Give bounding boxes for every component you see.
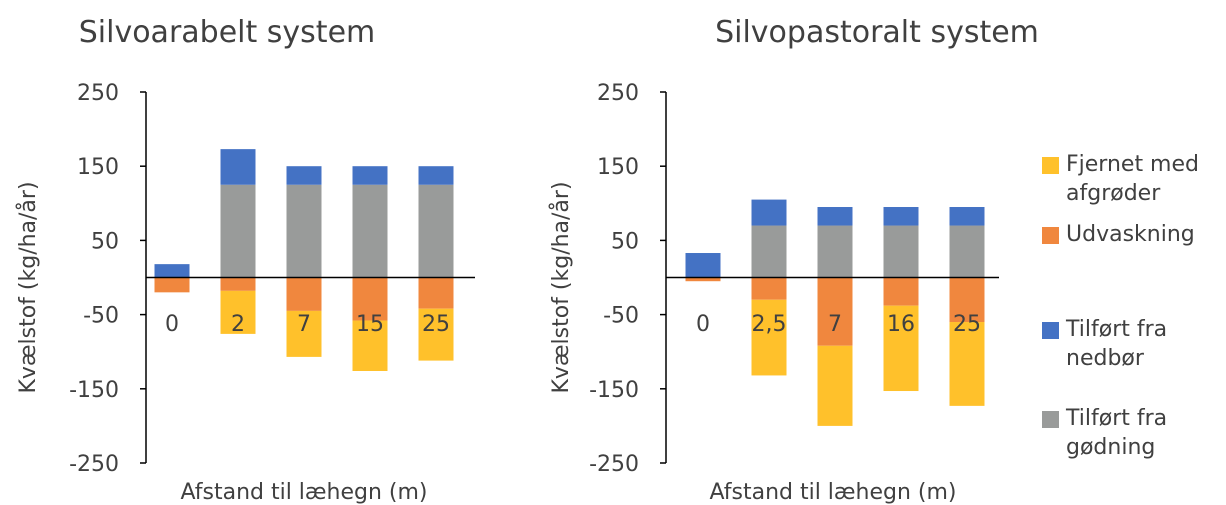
bar-nedbor (418, 166, 454, 185)
bar-udvaskning (286, 277, 322, 311)
x-tick-label: 15 (356, 312, 384, 337)
bar-fjernet (883, 305, 919, 392)
bar-fjernet (817, 345, 853, 426)
bar-godning (286, 184, 322, 278)
x-axis-label: Afstand til læhegn (m) (709, 480, 956, 505)
x-tick-label: 7 (828, 312, 842, 337)
x-tick-label: 2,5 (752, 312, 787, 337)
legend-label-line: Tilført fra (1066, 406, 1168, 431)
y-tick-label: 250 (77, 81, 119, 106)
y-axis-label: Kvælstof (kg/ha/år) (548, 181, 574, 393)
x-tick-label: 0 (696, 312, 710, 337)
x-tick-label: 7 (297, 312, 311, 337)
bar-fjernet (220, 290, 256, 334)
bar-godning (817, 225, 853, 278)
legend-label-line: Udvaskning (1066, 222, 1195, 247)
bar-godning (220, 184, 256, 278)
bar-godning (949, 225, 985, 278)
bar-godning (352, 184, 388, 278)
bar-udvaskning (220, 277, 256, 291)
legend-label-line: Tilført fra (1066, 317, 1168, 342)
legend-label-line: gødning (1066, 435, 1156, 460)
bar-nedbor (817, 207, 853, 226)
y-tick-label: -50 (603, 304, 639, 329)
y-tick-label: 150 (77, 155, 119, 180)
y-tick-label: 50 (611, 229, 639, 254)
y-tick-label: 50 (91, 229, 119, 254)
bar-fjernet (751, 299, 787, 376)
y-tick-label: 150 (597, 155, 639, 180)
y-tick-label: -150 (589, 378, 639, 403)
legend-label: Fjernet med afgrøder (1066, 150, 1216, 208)
legend-label: Tilført fra gødning (1066, 404, 1216, 462)
legend-label: Udvaskning (1066, 220, 1216, 249)
bar-nedbor (949, 207, 985, 226)
bar-udvaskning (352, 277, 388, 321)
x-tick-label: 16 (887, 312, 915, 337)
bar-nedbor (286, 166, 322, 185)
y-tick-label: -50 (83, 304, 119, 329)
bar-udvaskning (817, 277, 853, 346)
bar-fjernet (286, 310, 322, 357)
x-tick-label: 0 (165, 312, 179, 337)
y-tick-label: -150 (69, 378, 119, 403)
bar-udvaskning (751, 277, 787, 300)
y-tick-label: 250 (597, 81, 639, 106)
bar-godning (418, 184, 454, 278)
bar-udvaskning (418, 277, 454, 309)
bar-nedbor (154, 264, 190, 278)
legend-label-line: nedbør (1066, 346, 1144, 371)
bar-nedbor (751, 199, 787, 226)
bar-nedbor (883, 207, 919, 226)
chart-title: Silvoarabelt system (79, 15, 376, 50)
silvoarabelt-chart: Silvoarabelt system25015050-50-150-250Kv… (15, 15, 475, 505)
bar-fjernet (949, 322, 985, 406)
bar-udvaskning (685, 277, 721, 282)
x-tick-label: 2 (231, 312, 245, 337)
x-axis-label: Afstand til læhegn (m) (180, 480, 427, 505)
bar-fjernet (352, 320, 388, 371)
legend-swatch-icon (1042, 227, 1059, 244)
legend-label-line: Fjernet med (1066, 152, 1199, 177)
bar-udvaskning (154, 277, 190, 293)
bar-nedbor (352, 166, 388, 185)
bar-fjernet (418, 308, 454, 361)
chart-title: Silvopastoralt system (715, 15, 1039, 50)
legend-swatch-icon (1042, 322, 1059, 339)
bar-nedbor (685, 253, 721, 278)
legend-label: Tilført fra nedbør (1066, 315, 1216, 373)
bar-udvaskning (883, 277, 919, 306)
legend-swatch-icon (1042, 411, 1059, 428)
bar-udvaskning (949, 277, 985, 323)
legend-label-line: afgrøder (1066, 181, 1161, 206)
bar-nedbor (220, 149, 256, 185)
bar-godning (883, 225, 919, 278)
silvopastoralt-chart: Silvopastoralt system25015050-50-150-250… (548, 15, 1039, 505)
y-tick-label: -250 (69, 452, 119, 477)
bar-godning (751, 225, 787, 278)
x-tick-label: 25 (953, 312, 981, 337)
x-tick-label: 25 (422, 312, 450, 337)
legend-swatch-icon (1042, 157, 1059, 174)
y-axis-label: Kvælstof (kg/ha/år) (15, 181, 41, 393)
y-tick-label: -250 (589, 452, 639, 477)
